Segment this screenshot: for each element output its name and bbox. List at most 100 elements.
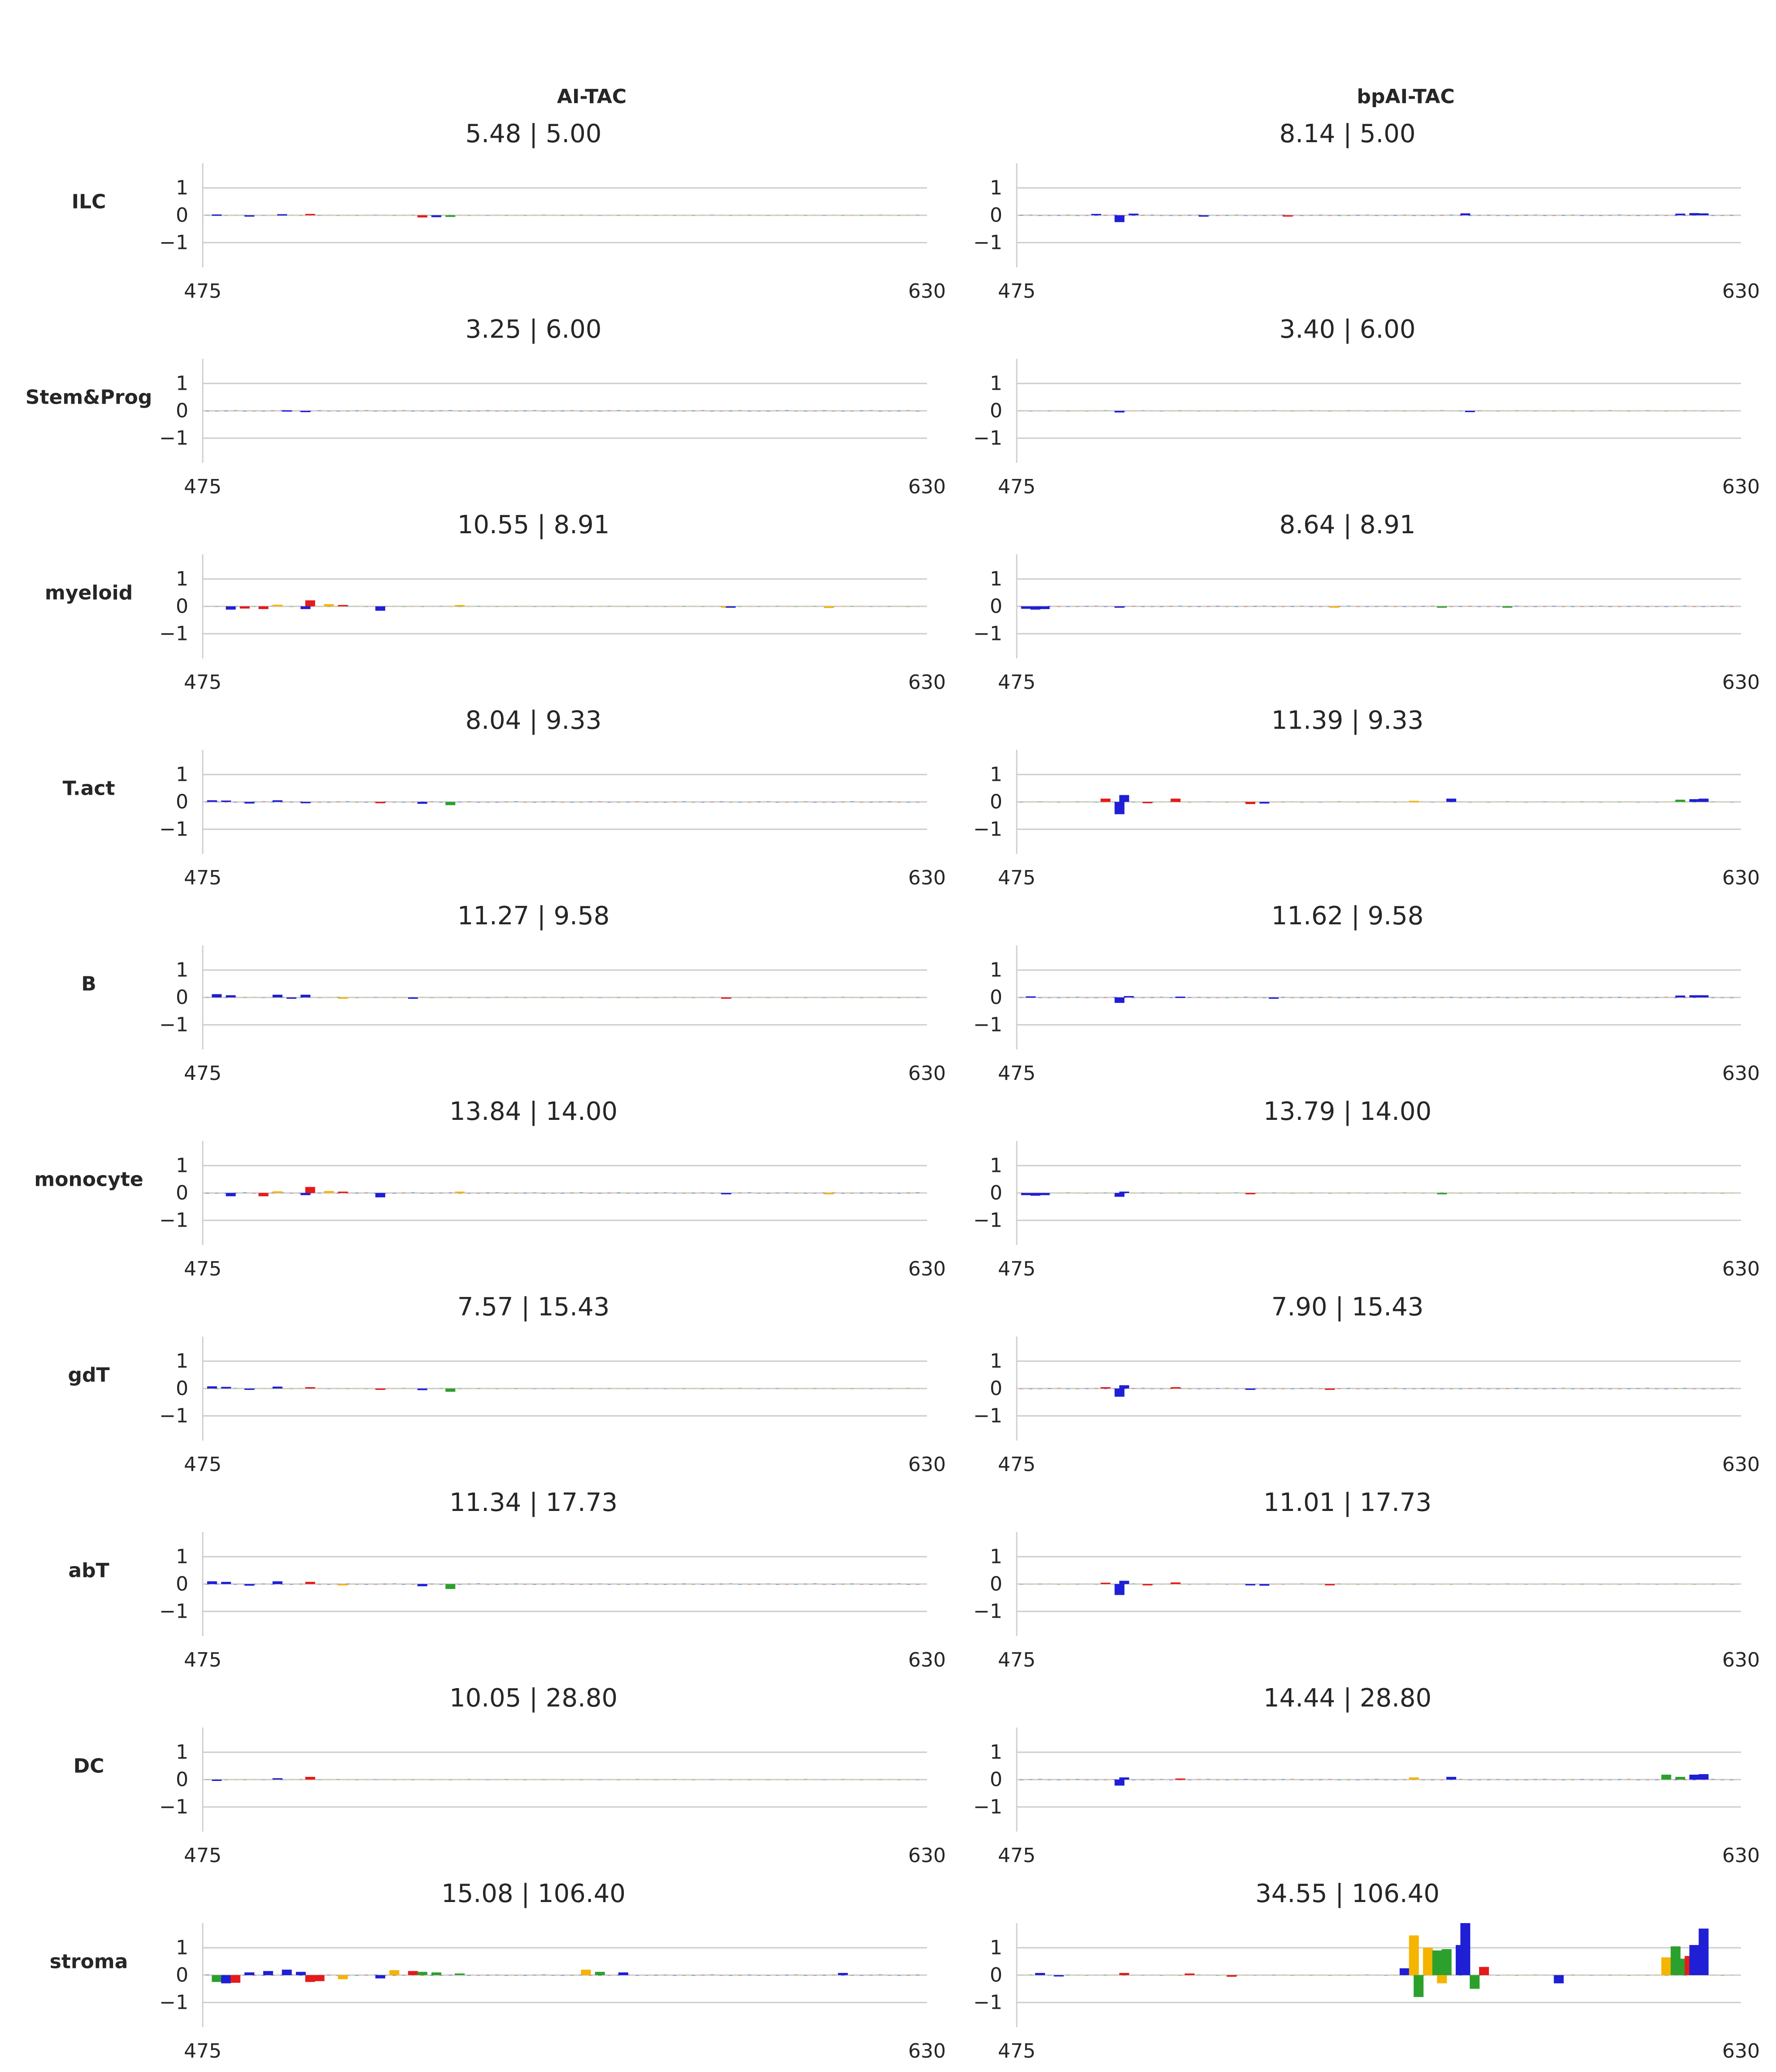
logo-letter-mark bbox=[1460, 1923, 1471, 1975]
logo-letter-mark bbox=[1100, 1387, 1110, 1389]
logo-noise-mark bbox=[775, 1584, 779, 1585]
logo-noise-mark bbox=[1290, 801, 1294, 802]
logo-noise-mark bbox=[1533, 1779, 1537, 1780]
y-tick-label: 1 bbox=[176, 1936, 188, 1959]
x-tick-label: 475 bbox=[998, 280, 1036, 303]
logo-noise-mark bbox=[392, 1975, 396, 1976]
logo-noise-mark bbox=[579, 802, 583, 803]
logo-letter-mark bbox=[1030, 1193, 1040, 1196]
logo-noise-mark bbox=[355, 605, 359, 607]
logo-noise-mark bbox=[1496, 1193, 1500, 1194]
logo-noise-mark bbox=[1450, 1584, 1453, 1585]
logo-noise-mark bbox=[663, 606, 667, 607]
logo-noise-mark bbox=[673, 1779, 677, 1780]
column-title: AI-TAC bbox=[557, 85, 627, 108]
logo-noise-mark bbox=[233, 1584, 237, 1585]
logo-noise-mark bbox=[1094, 997, 1098, 998]
logo-noise-mark bbox=[476, 1193, 480, 1194]
logo-noise-mark bbox=[1599, 802, 1603, 803]
logo-letter-mark bbox=[1675, 995, 1685, 997]
logo-noise-mark bbox=[551, 997, 555, 998]
logo-noise-mark bbox=[1160, 801, 1163, 802]
logo-letter-mark bbox=[300, 411, 311, 412]
x-tick-label: 475 bbox=[184, 1258, 222, 1280]
y-tick-label: −1 bbox=[973, 622, 1002, 645]
logo-noise-mark bbox=[467, 1193, 471, 1194]
logo-letter-mark bbox=[824, 1193, 834, 1195]
logo-letter-mark bbox=[1026, 996, 1036, 998]
logo-noise-mark bbox=[1206, 1975, 1210, 1976]
logo-noise-mark bbox=[318, 802, 322, 803]
logo-letter-mark bbox=[1269, 997, 1279, 999]
logo-noise-mark bbox=[1496, 997, 1500, 998]
logo-noise-mark bbox=[1496, 1779, 1500, 1780]
logo-noise-mark bbox=[748, 411, 752, 412]
logo-noise-mark bbox=[1094, 1975, 1098, 1976]
logo-noise-mark bbox=[355, 802, 359, 803]
logo-noise-mark bbox=[458, 1584, 462, 1585]
logo-noise-mark bbox=[205, 997, 209, 998]
logo-letter-mark bbox=[1661, 1957, 1672, 1975]
logo-noise-mark bbox=[673, 1584, 677, 1585]
logo-noise-mark bbox=[1160, 215, 1163, 216]
logo-noise-mark bbox=[383, 411, 387, 412]
logo-noise-mark bbox=[1552, 997, 1556, 998]
logo-noise-mark bbox=[813, 215, 817, 216]
logo-noise-mark bbox=[1589, 606, 1593, 607]
logo-noise-mark bbox=[766, 215, 770, 216]
logo-noise-mark bbox=[252, 997, 256, 998]
logo-noise-mark bbox=[1412, 1193, 1416, 1194]
logo-noise-mark bbox=[1244, 997, 1248, 998]
panel-title: 13.79 | 14.00 bbox=[1263, 1097, 1432, 1126]
logo-noise-mark bbox=[804, 801, 808, 802]
logo-noise-mark bbox=[486, 1584, 490, 1585]
logo-noise-mark bbox=[420, 997, 424, 998]
logo-noise-mark bbox=[1533, 606, 1537, 607]
logo-noise-mark bbox=[1589, 411, 1593, 412]
panel-title: 7.57 | 15.43 bbox=[457, 1293, 610, 1322]
logo-noise-mark bbox=[392, 605, 396, 607]
logo-noise-mark bbox=[1337, 1193, 1341, 1194]
logo-noise-mark bbox=[1655, 606, 1659, 607]
logo-noise-mark bbox=[1262, 1193, 1267, 1194]
logo-noise-mark bbox=[617, 606, 621, 607]
logo-noise-mark bbox=[1515, 997, 1519, 998]
x-tick-label: 475 bbox=[998, 1062, 1036, 1085]
x-tick-label: 630 bbox=[1722, 671, 1760, 694]
logo-noise-mark bbox=[1132, 605, 1136, 607]
logo-noise-mark bbox=[299, 215, 303, 216]
logo-noise-mark bbox=[364, 606, 368, 607]
logo-noise-mark bbox=[598, 1975, 602, 1976]
logo-noise-mark bbox=[383, 215, 387, 216]
logo-noise-mark bbox=[626, 214, 630, 216]
logo-noise-mark bbox=[1664, 411, 1668, 412]
row-label: myeloid bbox=[44, 581, 133, 605]
y-tick-label: 0 bbox=[990, 1377, 1002, 1400]
logo-noise-mark bbox=[1094, 605, 1098, 607]
logo-noise-mark bbox=[1683, 410, 1687, 411]
logo-letter-mark bbox=[239, 606, 250, 609]
logo-noise-mark bbox=[1515, 1584, 1519, 1585]
logo-noise-mark bbox=[1300, 997, 1304, 998]
logo-letter-mark bbox=[1325, 1389, 1335, 1390]
logo-noise-mark bbox=[1692, 997, 1696, 998]
logo-noise-mark bbox=[523, 802, 527, 803]
logo-noise-mark bbox=[1393, 1975, 1397, 1976]
logo-noise-mark bbox=[682, 1975, 686, 1976]
logo-noise-mark bbox=[1300, 410, 1304, 412]
x-tick-label: 630 bbox=[1722, 2040, 1760, 2063]
y-tick-label: −1 bbox=[159, 1013, 188, 1036]
logo-noise-mark bbox=[1085, 606, 1089, 607]
logo-noise-mark bbox=[1552, 1388, 1556, 1389]
logo-noise-mark bbox=[1468, 215, 1472, 216]
logo-noise-mark bbox=[1290, 1975, 1294, 1976]
logo-noise-mark bbox=[813, 410, 817, 412]
logo-noise-mark bbox=[355, 997, 359, 998]
logo-noise-mark bbox=[1543, 606, 1547, 607]
logo-noise-mark bbox=[1533, 411, 1537, 412]
logo-letter-mark bbox=[1114, 606, 1125, 608]
logo-noise-mark bbox=[1057, 1388, 1061, 1389]
logo-noise-mark bbox=[636, 1779, 639, 1780]
logo-noise-mark bbox=[1141, 997, 1145, 998]
logo-noise-mark bbox=[822, 1975, 826, 1976]
